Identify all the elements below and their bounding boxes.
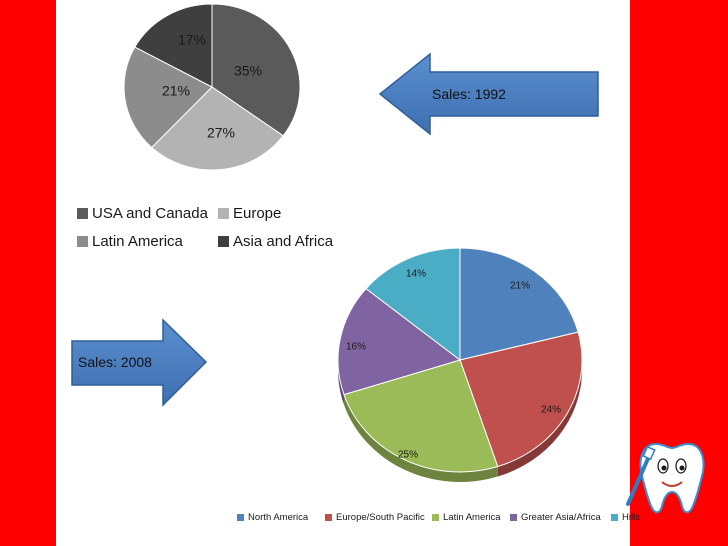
pie-slice-latin-america	[343, 359, 499, 473]
legend-swatch-latin-america	[432, 514, 439, 521]
data-label-north-america: 21%	[510, 281, 530, 292]
pie-slice-europe	[151, 86, 284, 171]
pie-chart-2008: 21% 24% 25% 16% 14%	[337, 247, 583, 483]
legend-swatch-latin-america	[77, 236, 88, 247]
pie-slice-greater-asia-africa	[337, 287, 462, 396]
data-label-asia-and-africa: 17%	[178, 32, 206, 48]
legend-2008: North America Europe/South Pacific Latin A…	[237, 512, 640, 523]
legend-swatch-usa-and-canada	[77, 208, 88, 219]
pie-slice-latin-america	[123, 46, 213, 149]
legend-label-latin-america: Latin America	[443, 512, 501, 523]
legend-swatch-asia-and-africa	[218, 236, 229, 247]
arrow-sales-1992: Sales: 1992	[378, 52, 599, 136]
legend-label-hills: Hills	[622, 512, 640, 523]
pie-slice-usa-and-canada	[211, 3, 301, 137]
pie-slice-asia-and-africa	[134, 3, 213, 88]
arrow-label-1992: Sales: 1992	[432, 86, 506, 102]
data-label-hills: 14%	[406, 269, 426, 280]
data-label-latin-america: 21%	[162, 83, 190, 99]
legend-swatch-hills	[611, 514, 618, 521]
pie-side-greater-asia-africa	[338, 360, 344, 405]
legend-label-europe: Europe	[233, 205, 281, 222]
legend-label-usa-and-canada: USA and Canada	[92, 205, 209, 222]
pie-side-europe-south-pacific	[497, 360, 582, 477]
legend-swatch-europe	[218, 208, 229, 219]
data-label-latin-america: 25%	[398, 450, 418, 461]
legend-label-latin-america: Latin America	[92, 233, 184, 250]
pie-chart-1992: 35% 27% 21% 17%	[123, 3, 301, 171]
legend-1992: USA and Canada Europe Latin America Asia an…	[77, 205, 334, 250]
legend-label-greater-asia-africa: Greater Asia/Africa	[521, 512, 601, 523]
pie-slice-hills	[365, 247, 461, 362]
legend-swatch-europe-south-pacific	[325, 514, 332, 521]
arrow-sales-2008: Sales: 2008	[71, 318, 208, 407]
pie-slice-north-america	[459, 247, 579, 361]
legend-label-north-america: North America	[248, 512, 309, 523]
data-label-europe-south-pacific: 24%	[541, 405, 561, 416]
data-label-usa-and-canada: 35%	[234, 63, 262, 79]
pie-side-latin-america	[343, 394, 498, 483]
pie-slice-europe-south-pacific	[459, 331, 583, 468]
legend-swatch-north-america	[237, 514, 244, 521]
data-label-europe: 27%	[207, 125, 235, 141]
legend-label-asia-and-africa: Asia and Africa	[233, 233, 334, 250]
tooth-mascot-icon	[626, 442, 705, 514]
legend-swatch-greater-asia-africa	[510, 514, 517, 521]
arrow-label-2008: Sales: 2008	[78, 354, 152, 370]
data-label-greater-asia-africa: 16%	[346, 342, 366, 353]
legend-label-europe-south-pacific: Europe/South Pacific	[336, 512, 425, 523]
